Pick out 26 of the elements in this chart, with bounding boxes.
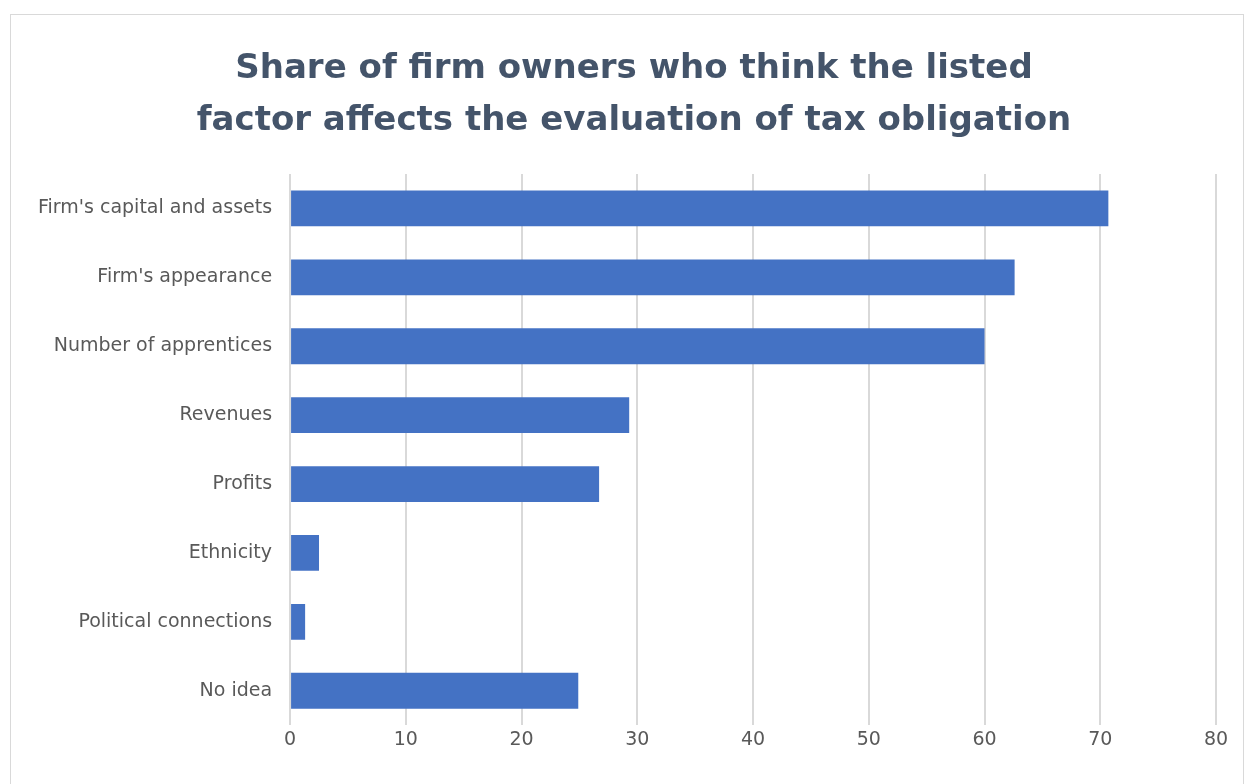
x-tick-label: 40 [740,726,766,749]
x-tick-label: 0 [284,726,297,749]
y-tick-label: Firm's appearance [97,264,273,287]
bar [291,466,600,502]
y-tick-label: Profits [212,470,273,493]
bar [291,190,1109,227]
x-tick-label: 10 [393,726,418,749]
bar [291,397,630,434]
bar [291,259,1015,296]
y-tick-label: Revenues [179,402,273,425]
x-tick-label: 20 [509,726,534,749]
y-tick-label: Political connections [78,608,273,631]
x-tick-label: 70 [1088,726,1113,749]
bar [291,672,579,709]
bar [291,603,306,640]
chart-title: Share of firm owners who think the listed factor affects the evaluation of tax obligation [195,45,1073,140]
y-tick-label: No idea [199,677,273,700]
bar [291,328,985,365]
bar [291,535,320,571]
x-tick-label: 50 [856,726,881,749]
x-tick-label: 80 [1203,726,1229,749]
x-tick-label: 30 [625,726,650,749]
x-tick-label: 60 [972,726,997,749]
y-tick-label: Firm's capital and assets [38,195,273,218]
y-tick-label: Number of apprentices [53,333,273,356]
y-tick-label: Ethnicity [188,539,273,562]
